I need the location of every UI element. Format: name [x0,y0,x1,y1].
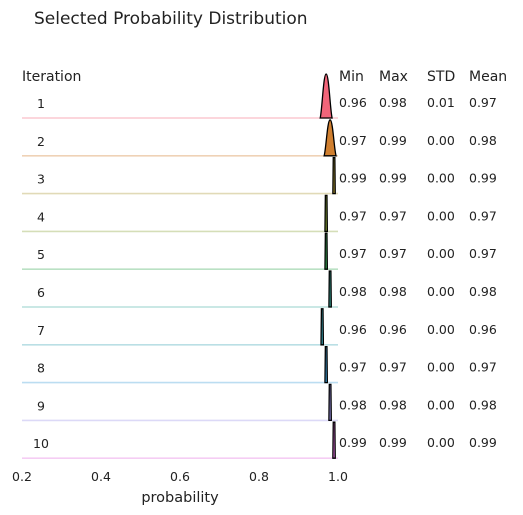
density-shape [324,232,329,270]
stat-mean: 0.99 [469,171,497,186]
ridge-row: 10 0.99 0.99 0.00 0.99 [22,421,497,460]
iteration-label: 4 [37,209,45,224]
stat-max: 0.99 [379,171,407,186]
stat-min: 0.97 [339,208,367,223]
stat-max: 0.97 [379,208,407,223]
x-tick-label: 0.4 [91,469,111,484]
ridge-row: 7 0.96 0.96 0.00 0.96 [22,308,497,346]
stat-std: 0.00 [427,133,455,148]
iteration-label: 8 [37,361,45,376]
stat-mean: 0.97 [469,246,497,261]
x-axis-label: probability [141,490,219,506]
stat-std: 0.00 [427,208,455,223]
stat-mean: 0.98 [469,397,497,412]
ridge-row: 9 0.98 0.98 0.00 0.98 [22,383,497,422]
column-header-max: Max [379,69,408,85]
stat-min: 0.97 [339,246,367,261]
density-shape [324,194,329,233]
column-headers: Min Max STD Mean [339,69,507,85]
stat-min: 0.98 [339,284,367,299]
stat-max: 0.99 [379,435,407,450]
stat-max: 0.96 [379,322,407,337]
chart-title: Selected Probability Distribution [34,9,308,29]
density-shape [328,383,332,422]
stat-min: 0.99 [339,435,367,450]
iteration-label: 3 [37,172,45,187]
stat-min: 0.96 [339,95,367,110]
x-tick-label: 1.0 [328,469,348,484]
column-header-min: Min [339,69,364,85]
ridge-row: 8 0.97 0.97 0.00 0.97 [22,345,497,384]
iteration-label: 9 [37,398,45,413]
iteration-label: 10 [33,436,49,451]
stat-mean: 0.99 [469,435,497,450]
stat-mean: 0.97 [469,360,497,375]
stat-min: 0.96 [339,322,367,337]
ridge-row: 2 0.97 0.99 0.00 0.98 [22,119,497,157]
stat-mean: 0.97 [469,208,497,223]
density-shape [328,270,332,308]
x-tick-label: 0.2 [12,469,32,484]
x-axis: 0.2 0.4 0.6 0.8 1.0 [12,469,348,484]
stat-std: 0.01 [427,95,455,110]
stat-max: 0.97 [379,246,407,261]
stat-min: 0.98 [339,397,367,412]
x-tick-label: 0.6 [170,469,190,484]
stat-mean: 0.98 [469,284,497,299]
iteration-label: 7 [37,323,45,338]
ridge-row: 4 0.97 0.97 0.00 0.97 [22,194,497,233]
stat-max: 0.98 [379,95,407,110]
stat-mean: 0.97 [469,95,497,110]
iteration-label: 2 [37,134,45,149]
column-header-std: STD [427,69,455,85]
row-header: Iteration [22,69,81,85]
stat-mean: 0.96 [469,322,497,337]
ridge-row: 6 0.98 0.98 0.00 0.98 [22,270,497,308]
stat-min: 0.97 [339,360,367,375]
density-shape [323,119,337,157]
density-shape [324,345,329,384]
iteration-label: 6 [37,285,45,300]
stat-max: 0.98 [379,397,407,412]
x-tick-label: 0.8 [249,469,269,484]
stat-std: 0.00 [427,246,455,261]
column-header-mean: Mean [469,69,507,85]
stat-std: 0.00 [427,284,455,299]
density-shape [320,308,325,346]
stat-max: 0.99 [379,133,407,148]
iteration-label: 5 [37,247,45,262]
ridge-row: 5 0.97 0.97 0.00 0.97 [22,232,497,271]
stat-mean: 0.98 [469,133,497,148]
density-shape [332,421,336,459]
stat-min: 0.99 [339,171,367,186]
iteration-label: 1 [37,96,45,111]
ridge-row: 3 0.99 0.99 0.00 0.99 [22,156,497,195]
stat-std: 0.00 [427,171,455,186]
ridge-row: 1 0.96 0.98 0.01 0.97 [22,73,497,119]
density-shape [319,73,333,119]
stat-std: 0.00 [427,435,455,450]
stat-std: 0.00 [427,360,455,375]
stat-min: 0.97 [339,133,367,148]
stat-std: 0.00 [427,397,455,412]
stat-max: 0.98 [379,284,407,299]
stat-std: 0.00 [427,322,455,337]
stat-max: 0.97 [379,360,407,375]
density-shape [332,156,336,195]
ridge-rows: 1 0.96 0.98 0.01 0.97 2 0.97 0.99 0.00 0.98 3 0.99 0… [22,73,497,460]
